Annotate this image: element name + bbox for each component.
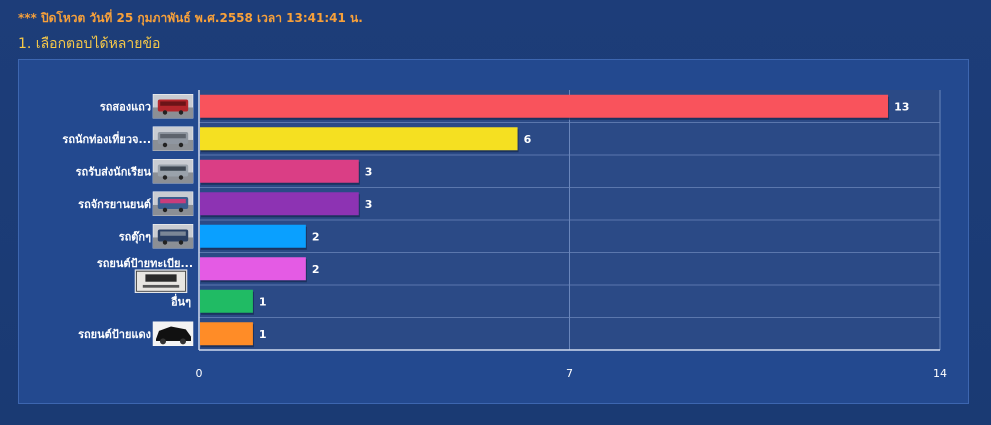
tuk-tuk-photo-icon	[152, 224, 194, 249]
value-label: 2	[312, 230, 320, 243]
bar	[200, 159, 359, 183]
school-van-photo-icon	[152, 159, 194, 184]
category-label: รถสองแถว	[100, 100, 151, 113]
bar	[200, 192, 359, 216]
bar	[200, 322, 253, 346]
bar	[200, 224, 306, 248]
value-label: 13	[894, 100, 909, 113]
motorcycle-photo-icon	[152, 191, 194, 216]
value-label: 1	[259, 295, 267, 308]
category-label: อื่นๆ	[171, 293, 192, 308]
tour-van-photo-icon	[152, 126, 194, 151]
bar	[200, 257, 306, 281]
x-tick-label: 7	[566, 367, 573, 380]
bar-chart: 0 7 1413รถสองแถว6รถนักท่องเที่ยวจ...3รถรับ…	[62, 90, 947, 380]
bar	[200, 289, 253, 313]
x-tick-label: 0	[196, 367, 203, 380]
songthaew-photo-icon	[152, 94, 194, 119]
value-label: 1	[259, 328, 267, 341]
value-label: 3	[365, 165, 373, 178]
category-label: รถจักรยานยนต์	[78, 198, 151, 211]
bar	[200, 94, 889, 118]
value-label: 2	[312, 263, 320, 276]
category-label: รถนักท่องเที่ยวจ...	[62, 131, 151, 146]
category-label: รถยนต์ป้ายทะเบีย...	[97, 257, 193, 270]
vote-closed-notice: *** ปิดโหวต วันที่ 25 กุมภาพันธ์ พ.ศ.255…	[18, 11, 363, 25]
category-label: รถตุ๊กๆ	[119, 230, 151, 244]
value-label: 3	[365, 198, 373, 211]
x-tick-label: 14	[933, 367, 947, 380]
chart-panel: 0 7 14 13 รถสองแถว 6 รถนักท่องเที่ยวจ... 3 รถรับ…	[18, 59, 969, 404]
value-label: 6	[524, 133, 532, 146]
bar	[200, 127, 518, 151]
category-label: รถรับส่งนักเรียน	[76, 165, 152, 178]
question-title: 1. เลือกตอบได้หลายข้อ	[18, 36, 161, 52]
category-label: รถยนต์ป้ายแดง	[78, 328, 151, 341]
red-plate-car-photo-icon	[152, 321, 194, 346]
license-plate-photo-icon	[134, 269, 188, 293]
